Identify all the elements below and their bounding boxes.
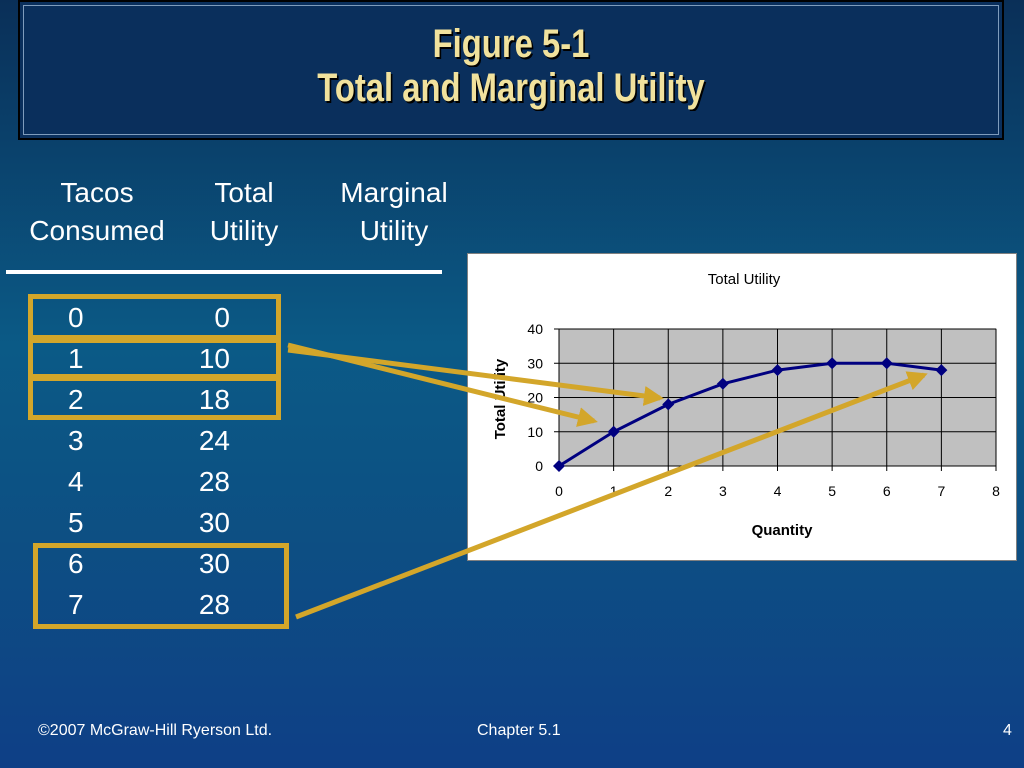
highlight-box-row-2 (28, 376, 281, 420)
total-utility-cell: 30 (198, 507, 230, 538)
highlight-box-row-0 (28, 294, 281, 340)
quantity-cell: 0 (68, 302, 84, 333)
total-utility-chart: Total Utility Quantity Total Utility 0 10… (467, 253, 1017, 561)
total-utility-cell: 18 (198, 384, 230, 415)
x-tick-label: 2 (664, 483, 672, 499)
table-row: 6 30 (30, 544, 270, 585)
y-tick-label: 20 (527, 390, 543, 406)
y-tick-label: 40 (527, 321, 543, 337)
total-utility-cell: 10 (198, 343, 230, 374)
header-line: Tacos (60, 177, 134, 208)
figure-number: Figure 5-1 (432, 22, 590, 66)
y-axis-label: Total Utility (492, 358, 509, 439)
data-point-marker (826, 357, 839, 370)
table-row: 5 30 (30, 503, 270, 544)
quantity-cell: 2 (68, 384, 84, 415)
copyright-footer: ©2007 McGraw-Hill Ryerson Ltd. (38, 722, 273, 739)
header-line: Total (214, 177, 274, 208)
table-row: 0 0 (30, 298, 270, 339)
table-row: 7 28 (30, 585, 270, 626)
y-tick-label: 30 (527, 355, 543, 371)
total-utility-cell: 28 (198, 589, 230, 620)
highlight-box-rows-6-7 (33, 543, 289, 629)
table-row: 4 28 (30, 462, 270, 503)
y-tick-label: 0 (535, 458, 543, 474)
chart-title: Total Utility (708, 271, 781, 288)
table-row: 3 24 (30, 421, 270, 462)
data-point-marker (771, 364, 784, 377)
data-point-marker (880, 357, 893, 370)
title-banner: Figure 5-1 Total and Marginal Utility (18, 0, 1004, 140)
column-header-total-utility: Total Utility (194, 174, 294, 250)
chart-canvas: Total Utility Quantity Total Utility 010… (492, 271, 1000, 539)
table-row: 2 18 (30, 380, 270, 421)
quantity-cell: 7 (68, 589, 84, 620)
figure-title: Total and Marginal Utility (317, 66, 705, 110)
header-line: Utility (359, 215, 429, 246)
x-tick-label: 3 (719, 483, 727, 499)
y-tick-label: 10 (527, 424, 543, 440)
header-line: Marginal (340, 177, 448, 208)
quantity-cell: 6 (68, 548, 84, 579)
quantity-cell: 5 (68, 507, 84, 538)
total-utility-cell: 0 (214, 302, 230, 333)
x-tick-label: 7 (937, 483, 945, 499)
header-divider (6, 270, 442, 274)
page-number: 4 (1003, 722, 1012, 739)
total-utility-cell: 30 (198, 548, 230, 579)
x-tick-label: 8 (992, 483, 1000, 499)
total-utility-cell: 24 (198, 425, 230, 456)
x-tick-label: 4 (774, 483, 782, 499)
x-tick-label: 1 (610, 483, 618, 499)
x-tick-label: 5 (828, 483, 836, 499)
x-axis-label: Quantity (752, 522, 813, 539)
x-tick-label: 0 (555, 483, 563, 499)
highlight-box-row-1 (28, 338, 281, 379)
header-line: Utility (209, 215, 279, 246)
chapter-footer: Chapter 5.1 (477, 722, 561, 739)
column-header-marginal-utility: Marginal Utility (318, 174, 470, 250)
column-header-tacos-consumed: Tacos Consumed (6, 174, 188, 250)
quantity-cell: 4 (68, 466, 84, 497)
plot-area: 0 10 20 30 40 0 1 2 3 4 5 6 7 8 (527, 321, 1000, 499)
x-tick-label: 6 (883, 483, 891, 499)
header-line: Consumed (29, 215, 165, 246)
table-row: 1 10 (30, 339, 270, 380)
quantity-cell: 3 (68, 425, 84, 456)
data-point-marker (935, 364, 948, 377)
total-utility-cell: 28 (198, 466, 230, 497)
quantity-cell: 1 (68, 343, 84, 374)
